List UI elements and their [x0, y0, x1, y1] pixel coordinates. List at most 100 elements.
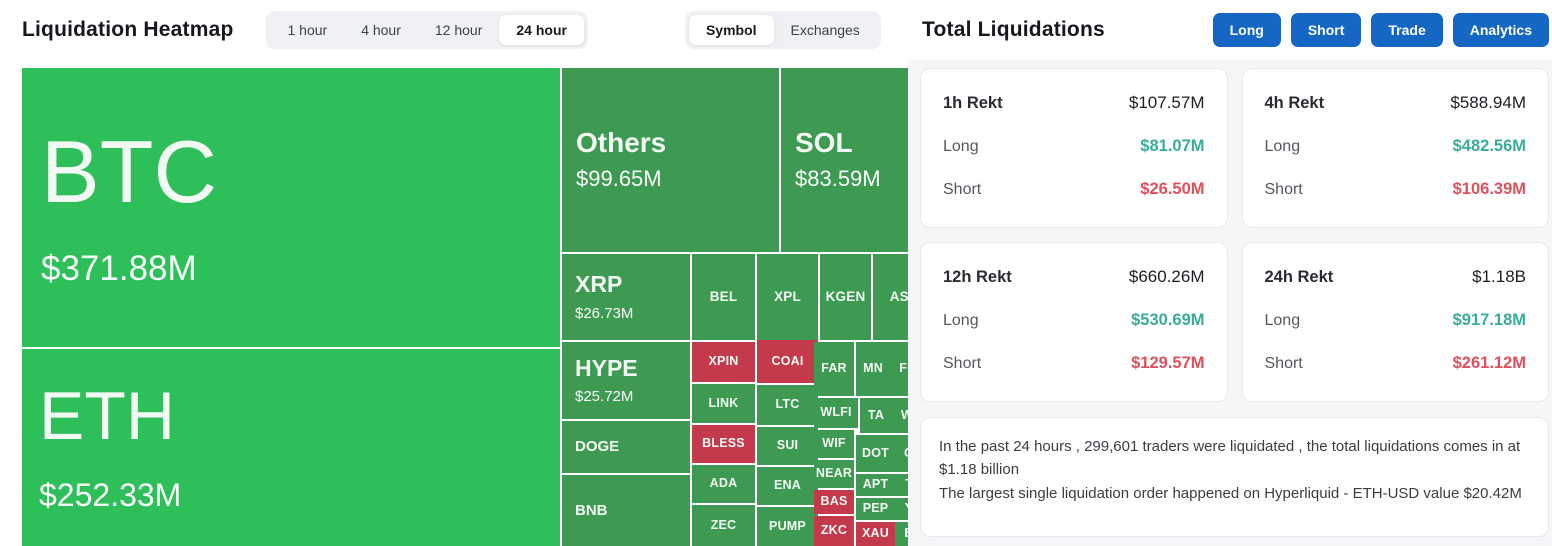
time-tab-4-hour[interactable]: 4 hour — [361, 22, 401, 38]
panel-buttons: Long Short Trade Analytics — [1212, 13, 1549, 47]
cell-symbol: SUI — [776, 438, 799, 453]
cell-value: $252.33M — [39, 476, 182, 513]
treemap-cell-bas[interactable]: BAS — [814, 490, 854, 514]
long-button[interactable]: Long — [1212, 13, 1281, 47]
cell-symbol: WLFI — [820, 405, 852, 420]
card-total-value: $1.18B — [1472, 267, 1526, 286]
panel-title: Total Liquidations — [922, 18, 1105, 41]
treemap-cell-others[interactable]: Others $99.65M — [562, 68, 779, 252]
treemap-cell-dot[interactable]: DOT — [856, 435, 895, 472]
time-tab-1-hour[interactable]: 1 hour — [287, 22, 328, 38]
treemap-cell-eth[interactable]: ETH $252.33M — [22, 349, 560, 546]
short-value: $106.39M — [1452, 180, 1526, 198]
treemap-cell-far[interactable]: FAR — [814, 342, 854, 396]
treemap-cell-near[interactable]: NEAR — [814, 460, 854, 488]
treemap-cell-ada[interactable]: ADA — [692, 465, 755, 503]
treemap-cell-coai[interactable]: COAI — [757, 340, 818, 383]
cell-symbol: T — [905, 478, 908, 491]
card-header-row: 4h Rekt $588.94M — [1265, 93, 1527, 113]
treemap-cell-wlfi[interactable]: WLFI — [814, 398, 858, 428]
treemap-cell-ta[interactable]: TA — [860, 398, 892, 433]
treemap-cell-xrp[interactable]: XRP $26.73M — [562, 254, 690, 340]
treemap-cell-zec[interactable]: ZEC — [692, 505, 755, 546]
treemap-cell-mn[interactable]: MN — [856, 342, 890, 396]
treemap-cell-sol[interactable]: SOL $83.59M — [781, 68, 908, 252]
treemap-cell-btc[interactable]: BTC $371.88M — [22, 68, 560, 347]
treemap-cell-t[interactable]: T — [895, 474, 908, 496]
cell-symbol: SOL — [795, 126, 853, 158]
treemap-cell-hype[interactable]: HYPE $25.72M — [562, 342, 690, 419]
time-tab-12-hour[interactable]: 12 hour — [434, 22, 483, 38]
treemap-cell-bnb[interactable]: BNB — [562, 475, 690, 546]
cell-symbol: LINK — [708, 395, 739, 410]
treemap-cell-wif[interactable]: WIF — [814, 430, 854, 458]
cell-symbol: PEP — [862, 501, 889, 516]
cell-symbol: B — [904, 527, 908, 540]
treemap-cell-sui[interactable]: SUI — [757, 427, 818, 465]
treemap-cell-apt[interactable]: APT — [856, 474, 895, 496]
card-long-row: Long $530.69M — [943, 311, 1205, 330]
analytics-button[interactable]: Analytics — [1452, 13, 1549, 47]
treemap-cell-o[interactable]: O — [895, 435, 908, 472]
cell-symbol: Others — [576, 126, 667, 158]
cell-symbol: XAU — [862, 526, 889, 541]
treemap-cell-bel[interactable]: BEL — [692, 254, 755, 340]
card-long-row: Long $482.56M — [1265, 137, 1527, 156]
cell-symbol: Y — [905, 502, 908, 515]
cell-symbol: NEAR — [815, 466, 853, 481]
short-label: Short — [943, 354, 982, 372]
treemap-cell-doge[interactable]: DOGE — [562, 421, 690, 473]
treemap-cell-fi[interactable]: FI — [890, 342, 908, 396]
cell-symbol: ETH — [39, 378, 175, 455]
treemap-cell-w[interactable]: W — [892, 398, 908, 433]
short-button[interactable]: Short — [1290, 13, 1362, 47]
long-value: $81.07M — [1140, 137, 1205, 155]
card-total-value: $588.94M — [1450, 93, 1526, 112]
long-label: Long — [1264, 311, 1301, 329]
treemap-cell-ena[interactable]: ENA — [757, 467, 818, 505]
treemap-cell-ltc[interactable]: LTC — [757, 385, 818, 425]
treemap-cell-y[interactable]: Y — [895, 498, 908, 520]
card-header-row: 1h Rekt $107.57M — [943, 93, 1205, 113]
page-title: Liquidation Heatmap — [22, 18, 234, 41]
cell-symbol: WIF — [822, 436, 846, 451]
card-short-row: Short $129.57M — [943, 354, 1205, 373]
cell-symbol: MN — [863, 361, 883, 376]
treemap-cell-zkc[interactable]: ZKC — [814, 516, 854, 546]
long-value: $917.18M — [1452, 311, 1526, 329]
treemap-cell-pump[interactable]: PUMP — [757, 507, 818, 546]
cell-symbol: BLESS — [702, 436, 745, 451]
treemap-cell-ast[interactable]: AST — [873, 254, 908, 340]
time-tab-24-hour[interactable]: 24 hour — [499, 15, 584, 45]
short-label: Short — [943, 180, 982, 198]
mode-tab-exchanges[interactable]: Exchanges — [790, 22, 860, 38]
cell-symbol: COAI — [771, 353, 804, 368]
treemap-cell-link[interactable]: LINK — [692, 384, 755, 423]
rekt-cards-grid: 1h Rekt $107.57M Long $81.07M Short $26.… — [920, 68, 1549, 402]
long-value: $530.69M — [1131, 311, 1205, 329]
treemap-cell-xpin[interactable]: XPIN — [692, 342, 755, 382]
mode-tab-symbol[interactable]: Symbol — [688, 15, 774, 45]
treemap-cell-kgen[interactable]: KGEN — [820, 254, 871, 340]
treemap-cell-xau[interactable]: XAU — [856, 522, 895, 546]
treemap-cell-b[interactable]: B — [895, 522, 908, 546]
long-value: $482.56M — [1452, 137, 1526, 155]
long-label: Long — [1264, 137, 1301, 155]
cell-symbol: ZKC — [820, 523, 848, 538]
cell-symbol: W — [901, 407, 908, 422]
card-long-row: Long $917.18M — [1265, 311, 1527, 330]
treemap-cell-pep[interactable]: PEP — [856, 498, 895, 520]
trade-button[interactable]: Trade — [1371, 13, 1443, 47]
summary-line-1: In the past 24 hours , 299,601 traders w… — [939, 438, 1521, 479]
treemap-cell-bless[interactable]: BLESS — [692, 425, 755, 463]
short-value: $26.50M — [1140, 180, 1205, 198]
cell-symbol: BEL — [709, 288, 738, 304]
cell-symbol: XRP — [575, 271, 623, 298]
cell-symbol: ADA — [709, 476, 738, 491]
rekt-card-4h: 4h Rekt $588.94M Long $482.56M Short $10… — [1241, 68, 1549, 228]
cell-symbol: DOT — [862, 445, 889, 460]
card-short-row: Short $106.39M — [1265, 180, 1527, 199]
cell-value: $83.59M — [795, 166, 881, 192]
cell-value: $99.65M — [576, 166, 662, 192]
treemap-cell-xpl[interactable]: XPL — [757, 254, 818, 340]
